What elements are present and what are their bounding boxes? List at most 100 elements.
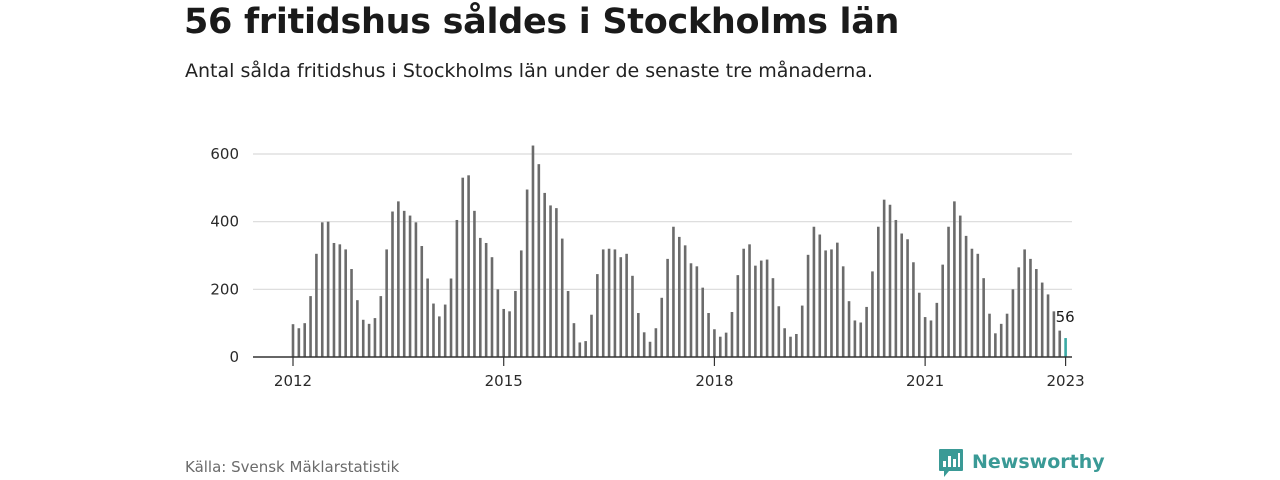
x-axis: 2012 2015 2018 2021 2023 bbox=[253, 356, 1085, 390]
bar bbox=[871, 271, 874, 357]
bar bbox=[637, 313, 640, 357]
bar bbox=[356, 300, 359, 357]
bar bbox=[402, 210, 406, 357]
bar bbox=[1046, 294, 1050, 357]
bar bbox=[888, 204, 892, 357]
bar bbox=[484, 242, 488, 357]
bar bbox=[1005, 313, 1009, 357]
bar bbox=[309, 296, 312, 357]
bar bbox=[683, 245, 687, 357]
bar bbox=[818, 234, 822, 357]
bar bbox=[941, 264, 944, 357]
bar bbox=[859, 322, 863, 357]
bar bbox=[367, 323, 371, 357]
bar bbox=[613, 249, 617, 357]
bar bbox=[666, 258, 669, 357]
y-axis: 0 200 400 600 bbox=[210, 145, 239, 366]
bar bbox=[841, 266, 845, 357]
bar bbox=[894, 219, 898, 357]
bar bbox=[373, 318, 377, 357]
bar bbox=[953, 201, 956, 357]
bar bbox=[847, 301, 851, 357]
bar bbox=[1058, 330, 1062, 357]
bar bbox=[478, 237, 482, 357]
bar bbox=[1029, 258, 1032, 357]
bar bbox=[970, 248, 974, 357]
bar bbox=[654, 328, 658, 357]
x-tick-label: 2012 bbox=[274, 372, 312, 390]
bar bbox=[467, 175, 470, 357]
bar bbox=[701, 287, 705, 357]
bar bbox=[724, 332, 728, 357]
bar bbox=[923, 317, 927, 357]
bar bbox=[771, 278, 775, 357]
bar bbox=[601, 249, 605, 357]
chart-title: 56 fritidshus såldes i Stockholms län bbox=[184, 2, 900, 42]
bar bbox=[754, 265, 757, 357]
bar bbox=[320, 222, 324, 357]
bar bbox=[713, 329, 716, 357]
bar bbox=[800, 305, 804, 357]
bar bbox=[443, 304, 447, 357]
bar bbox=[736, 275, 740, 357]
bar bbox=[508, 311, 511, 357]
bar bbox=[912, 262, 915, 357]
chart-subtitle: Antal sålda fritidshus i Stockholms län … bbox=[185, 60, 873, 82]
bar bbox=[449, 278, 453, 357]
bar bbox=[326, 221, 330, 357]
bar bbox=[765, 259, 769, 357]
bar bbox=[648, 341, 652, 357]
bar bbox=[379, 296, 383, 357]
y-tick-label: 0 bbox=[229, 348, 239, 366]
bar bbox=[795, 333, 798, 357]
brand-name: Newsworthy bbox=[972, 451, 1105, 473]
bar bbox=[783, 328, 786, 357]
bar bbox=[408, 215, 412, 357]
bar bbox=[672, 226, 675, 357]
bar bbox=[695, 266, 699, 357]
bar bbox=[707, 313, 710, 357]
bar bbox=[964, 235, 968, 357]
bar bbox=[543, 192, 546, 357]
bar bbox=[806, 254, 810, 357]
bar bbox=[777, 306, 781, 357]
bar bbox=[303, 323, 307, 357]
bar bbox=[999, 323, 1003, 357]
bar bbox=[789, 336, 792, 357]
bar bbox=[631, 275, 634, 357]
bar bbox=[291, 324, 295, 357]
bar-highlight bbox=[1064, 338, 1067, 357]
bar bbox=[929, 320, 933, 357]
bar bbox=[1011, 289, 1015, 357]
bar bbox=[560, 238, 564, 357]
y-tick-label: 200 bbox=[210, 280, 239, 298]
bar bbox=[514, 291, 517, 357]
bar bbox=[549, 205, 552, 357]
bar bbox=[555, 208, 558, 357]
bar bbox=[812, 226, 816, 357]
bar bbox=[830, 249, 833, 357]
bar bbox=[853, 320, 857, 357]
bar bbox=[332, 242, 336, 357]
bar bbox=[947, 226, 950, 357]
bar bbox=[315, 253, 318, 357]
bar bbox=[824, 250, 827, 357]
bar bbox=[906, 239, 909, 357]
bar bbox=[426, 278, 429, 357]
bar bbox=[420, 246, 424, 357]
bar bbox=[836, 242, 839, 357]
bars bbox=[291, 145, 1067, 357]
bar bbox=[865, 306, 868, 357]
bar bbox=[350, 269, 353, 357]
bar bbox=[578, 342, 582, 357]
bar bbox=[584, 341, 587, 357]
bar bbox=[596, 274, 599, 357]
highlight-value-label: 56 bbox=[1056, 308, 1075, 326]
brand-logo[interactable]: Newsworthy bbox=[938, 448, 1105, 480]
bar bbox=[642, 332, 646, 357]
bar bbox=[566, 291, 570, 357]
source-note: Källa: Svensk Mäklarstatistik bbox=[185, 458, 400, 476]
bar bbox=[748, 244, 751, 357]
bar bbox=[537, 164, 541, 357]
bar bbox=[344, 249, 347, 357]
